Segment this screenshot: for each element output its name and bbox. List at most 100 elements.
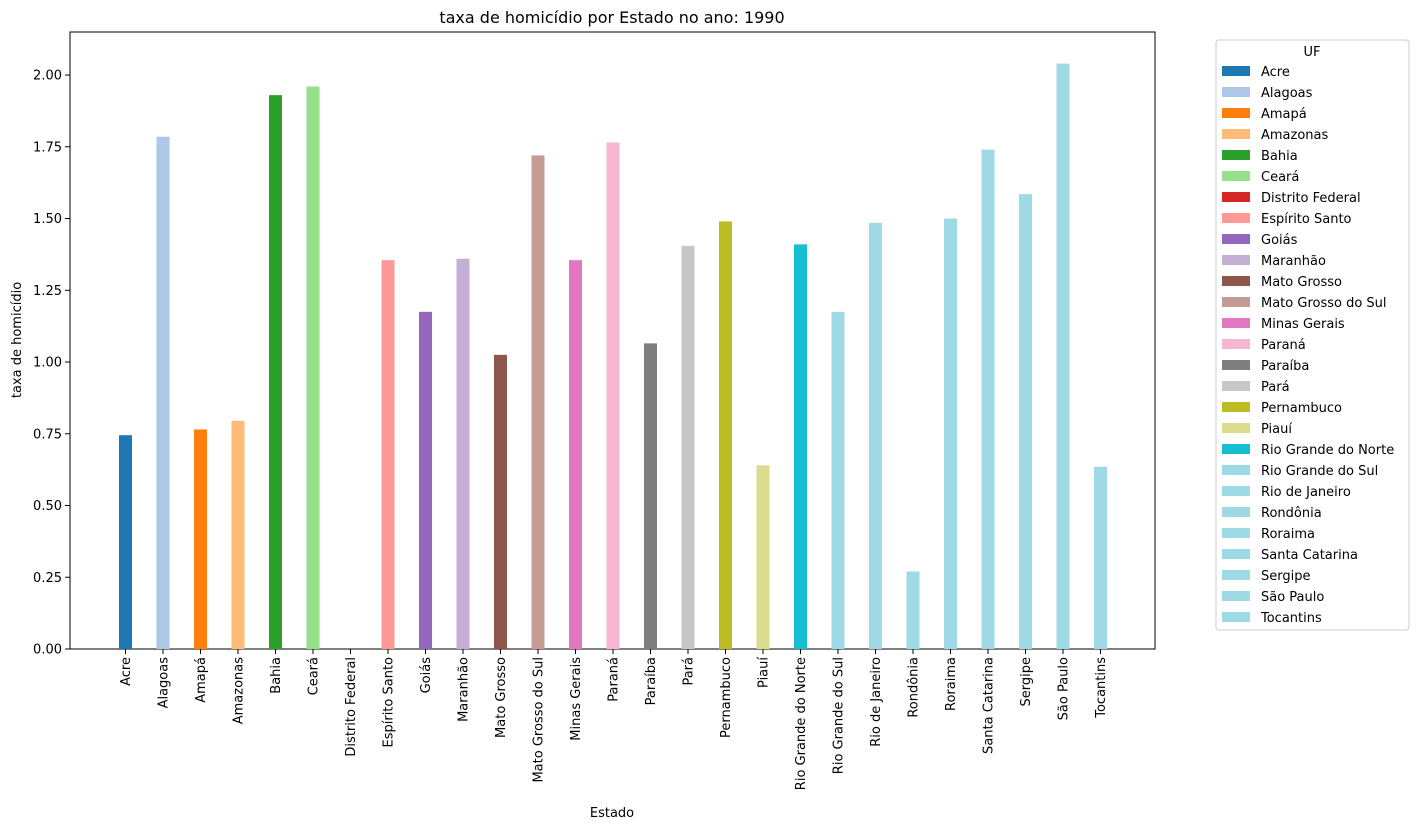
legend-entry: Rio Grande do Sul xyxy=(1261,464,1378,479)
bar xyxy=(644,343,657,649)
bar xyxy=(306,86,320,650)
y-tick-label: 1.75 xyxy=(33,140,62,155)
legend-entry: Espírito Santo xyxy=(1261,212,1352,227)
bar xyxy=(869,222,882,649)
x-tick-label: Tocantins xyxy=(1094,657,1109,719)
legend-swatch xyxy=(1222,444,1250,454)
bar xyxy=(269,95,282,649)
bar xyxy=(194,429,207,649)
y-tick-label: 1.25 xyxy=(33,284,62,299)
chart-title: taxa de homicídio por Estado no ano: 199… xyxy=(439,8,784,27)
legend-entry: Distrito Federal xyxy=(1261,191,1361,206)
legend-entry: Ceará xyxy=(1261,170,1299,185)
legend-entry: Amapá xyxy=(1261,107,1307,122)
bar xyxy=(419,311,432,649)
x-tick-label: Espírito Santo xyxy=(382,657,397,748)
y-axis-label: taxa de homicídio xyxy=(10,282,25,398)
legend-swatch xyxy=(1222,549,1250,559)
bar xyxy=(756,465,770,649)
bar xyxy=(381,260,395,649)
legend-swatch xyxy=(1222,339,1250,349)
legend-swatch xyxy=(1222,150,1250,160)
x-tick-label: Rio de Janeiro xyxy=(869,657,884,747)
x-tick-label: Ceará xyxy=(307,657,322,695)
x-tick-label: Paraíba xyxy=(644,657,659,705)
legend-swatch xyxy=(1222,423,1250,433)
y-axis: 0.00 0.25 0.50 0.75 1.00 1.25 1.50 1.75 2.00 xyxy=(33,69,70,658)
x-tick-label: Mato Grosso do Sul xyxy=(532,657,547,783)
x-tick-label: São Paulo xyxy=(1057,657,1072,720)
x-tick-label: Pará xyxy=(682,657,697,686)
x-tick-label: Roraima xyxy=(944,657,959,711)
bar xyxy=(119,435,132,649)
legend-entry: Mato Grosso xyxy=(1261,275,1342,290)
y-tick-label: 0.00 xyxy=(33,643,62,658)
legend-entry: Pernambuco xyxy=(1261,401,1342,416)
legend-swatch xyxy=(1222,66,1250,76)
legend-swatch xyxy=(1222,465,1250,475)
x-tick-label: Piauí xyxy=(757,657,772,688)
legend-frame xyxy=(1215,39,1410,631)
bar xyxy=(456,258,470,649)
legend: UF Acre Alagoas Amapá Amazonas Bahia Ceará Dis… xyxy=(1215,39,1410,631)
legend-entry: Pará xyxy=(1261,380,1290,395)
bar xyxy=(981,149,995,649)
legend-entry: Sergipe xyxy=(1261,569,1310,584)
legend-entry: Tocantins xyxy=(1260,611,1322,626)
bar xyxy=(231,420,245,649)
x-tick-label: Alagoas xyxy=(157,657,172,709)
bar xyxy=(606,142,620,649)
y-tick-label: 2.00 xyxy=(33,69,62,84)
legend-swatch xyxy=(1222,360,1250,370)
legend-swatch xyxy=(1222,234,1250,244)
legend-swatch xyxy=(1222,528,1250,538)
x-tick-label: Minas Gerais xyxy=(569,657,584,741)
legend-entry: Mato Grosso do Sul xyxy=(1261,296,1387,311)
legend-entry: Goiás xyxy=(1261,233,1298,248)
bar xyxy=(681,245,695,649)
y-tick-label: 0.75 xyxy=(33,427,62,442)
bar xyxy=(906,571,920,649)
legend-entry: Piauí xyxy=(1261,422,1292,437)
x-tick-label: Rio Grande do Norte xyxy=(794,657,809,790)
bar xyxy=(494,354,507,649)
x-tick-label: Amapá xyxy=(194,657,209,703)
x-axis-label: Estado xyxy=(590,806,634,821)
legend-entry: Bahia xyxy=(1261,149,1298,164)
legend-swatch xyxy=(1222,507,1250,517)
bar xyxy=(1019,194,1032,650)
legend-swatch xyxy=(1222,486,1250,496)
legend-swatch xyxy=(1222,129,1250,139)
bar xyxy=(1094,466,1107,649)
legend-swatch xyxy=(1222,192,1250,202)
legend-entry: Alagoas xyxy=(1261,86,1313,101)
y-tick-label: 0.25 xyxy=(33,571,62,586)
legend-swatch xyxy=(1222,402,1250,412)
bar xyxy=(831,311,845,649)
x-tick-label: Sergipe xyxy=(1019,657,1034,706)
x-axis: Acre Alagoas Amapá Amazonas Bahia Ceará Distri… xyxy=(119,649,1109,790)
legend-swatch xyxy=(1222,381,1250,391)
x-tick-label: Mato Grosso xyxy=(494,657,509,738)
y-tick-label: 1.00 xyxy=(33,356,62,371)
bar xyxy=(719,221,732,649)
legend-swatch xyxy=(1222,255,1250,265)
x-tick-label: Goiás xyxy=(419,657,434,694)
x-tick-label: Pernambuco xyxy=(719,657,734,738)
x-tick-label: Maranhão xyxy=(457,657,472,722)
legend-entry: Rondônia xyxy=(1261,506,1322,521)
legend-entry: Minas Gerais xyxy=(1261,317,1345,332)
bar xyxy=(944,218,957,649)
x-tick-label: Amazonas xyxy=(232,657,247,725)
legend-swatch xyxy=(1222,213,1250,223)
bar xyxy=(569,260,582,649)
legend-items: Acre Alagoas Amapá Amazonas Bahia Ceará Distri… xyxy=(1222,65,1394,626)
bar xyxy=(531,155,545,649)
x-tick-label: Rio Grande do Sul xyxy=(832,657,847,774)
x-tick-label: Distrito Federal xyxy=(344,657,359,757)
legend-entry: Maranhão xyxy=(1261,254,1326,269)
legend-swatch xyxy=(1222,612,1250,622)
legend-swatch xyxy=(1222,591,1250,601)
x-tick-label: Santa Catarina xyxy=(982,657,997,754)
